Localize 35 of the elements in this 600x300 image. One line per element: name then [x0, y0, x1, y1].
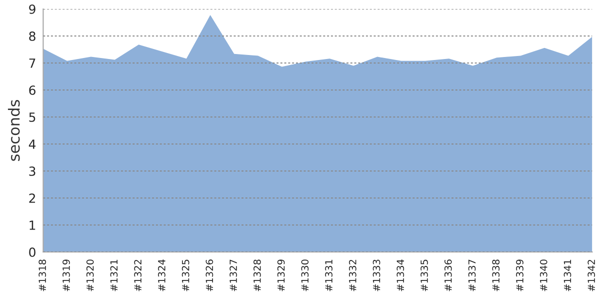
x-tick-label: #1336	[444, 260, 452, 292]
y-tick-label: 9	[29, 4, 36, 14]
y-tick-label: 0	[29, 247, 36, 257]
x-tick-label: #1338	[492, 260, 500, 292]
x-tick-label: #1328	[253, 260, 261, 292]
x-tick-label: #1318	[38, 260, 46, 292]
x-tick-label: #1331	[325, 260, 332, 292]
x-tick-label: #1332	[348, 260, 356, 292]
y-tick-label: 7	[29, 58, 36, 68]
x-tick-label: #1320	[86, 260, 94, 292]
y-tick-label: 5	[29, 112, 36, 122]
y-tick-label: 6	[29, 85, 36, 95]
y-tick-label: 8	[29, 31, 36, 41]
x-tick-label: #1340	[540, 260, 548, 292]
y-tick-label: 4	[28, 140, 36, 149]
x-tick-label: #1333	[372, 260, 380, 292]
x-tick-label: #1341	[564, 260, 572, 292]
x-tick-label: #1330	[301, 260, 309, 292]
x-tick-label: #1337	[468, 260, 476, 292]
x-tick-label: #1325	[182, 260, 190, 292]
x-tick-label: #1335	[420, 260, 428, 292]
y-tick-label: 1	[30, 220, 36, 230]
x-tick-label: #1322	[134, 260, 142, 292]
x-tick-label: #1342	[588, 260, 596, 292]
x-tick-label: #1326	[206, 260, 214, 292]
y-tick-label: 3	[29, 166, 36, 176]
x-tick-label: #1327	[230, 260, 237, 292]
x-tick-label: #1329	[277, 260, 285, 292]
x-tick-label: #1334	[396, 259, 404, 292]
x-tick-label: #1339	[516, 260, 524, 292]
x-tick-label: #1319	[62, 260, 70, 292]
y-axis-title: seconds	[8, 100, 20, 161]
x-tick-label: #1321	[110, 260, 118, 292]
x-tick-label: #1324	[158, 259, 166, 292]
y-tick-label: 2	[29, 193, 36, 203]
